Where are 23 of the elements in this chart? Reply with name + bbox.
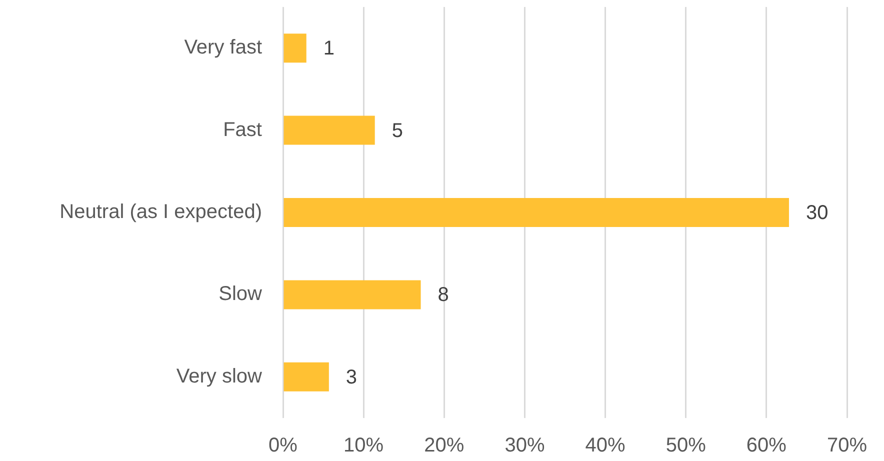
bar	[284, 280, 421, 310]
annotation: 1	[323, 38, 334, 60]
annotation: 5	[392, 120, 403, 142]
y-tick-label: Neutral (as I expected)	[60, 201, 262, 224]
x-tick-label: 60%	[746, 434, 787, 457]
bar	[284, 34, 306, 63]
x-tick-label: 30%	[504, 434, 545, 457]
bar	[284, 362, 329, 392]
y-tick-label: Fast	[223, 118, 262, 141]
x-tick-label: 10%	[344, 434, 384, 457]
y-tick-label: Very slow	[176, 365, 263, 388]
annotation: 30	[806, 202, 828, 224]
bar	[284, 116, 375, 145]
x-tick-label: 0%	[268, 434, 298, 457]
x-tick-label: 20%	[424, 434, 464, 457]
bar	[284, 198, 789, 228]
x-tick-label: 40%	[585, 434, 626, 457]
y-tick-label: Slow	[218, 283, 263, 306]
annotation: 8	[438, 284, 449, 306]
x-tick-label: 70%	[826, 434, 868, 457]
annotation: 3	[346, 366, 358, 388]
y-tick-label: Very fast	[184, 36, 262, 59]
x-tick-label: 50%	[666, 434, 706, 457]
